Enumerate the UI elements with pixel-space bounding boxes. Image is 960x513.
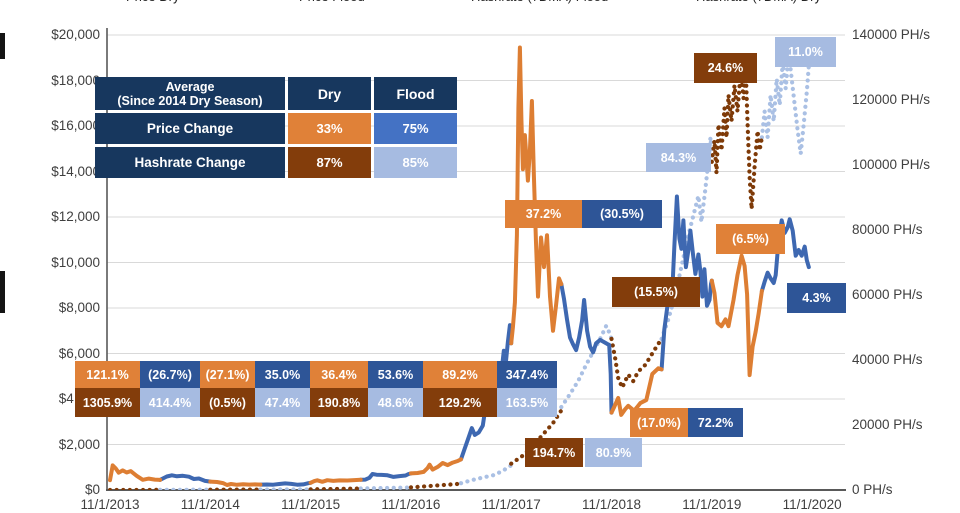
chart-legend: Price Dry Price Flood Hashrate (7DMA) Floo… — [0, 0, 960, 11]
season-price-change-box: 121.1% — [75, 361, 140, 388]
price-axis-tick: $16,000 — [0, 118, 100, 134]
season-hashrate-change-box: 47.4% — [255, 388, 310, 417]
season-hashrate-change-box: 1305.9% — [75, 388, 140, 417]
series-hashrate-flood — [461, 465, 511, 483]
edge-artifact — [0, 271, 5, 313]
hashrate-change-flood-value: 85% — [374, 147, 457, 178]
legend-item-price-dry: Price Dry — [75, 0, 179, 4]
series-hashrate-dry — [712, 66, 762, 209]
season-hashrate-change-box: 414.4% — [140, 388, 200, 417]
series-price-flood — [260, 483, 310, 485]
season-price-change-box: (27.1%) — [200, 361, 255, 388]
season-price-change-box: 53.6% — [368, 361, 423, 388]
price-change-dry-value: 33% — [288, 113, 371, 144]
hashrate-axis-tick: 0 PH/s — [852, 482, 893, 498]
season-hashrate-change-box: 190.8% — [310, 388, 368, 417]
hashrate-axis-tick: 140000 PH/s — [852, 27, 930, 43]
series-price-dry — [110, 465, 160, 480]
average-table: Average (Since 2014 Dry Season) Dry Floo… — [95, 77, 457, 178]
price-axis-tick: $20,000 — [0, 27, 100, 43]
season-hashrate-change-box: 163.5% — [497, 388, 557, 417]
average-table-col-dry: Dry — [288, 77, 371, 110]
price-axis-tick: $12,000 — [0, 209, 100, 225]
price-change-row-label: Price Change — [95, 113, 285, 144]
price-axis-tick: $10,000 — [0, 255, 100, 271]
price-axis-tick: $8,000 — [0, 300, 100, 316]
season-price-change-box: 89.2% — [423, 361, 497, 388]
average-table-title-line2: (Since 2014 Dry Season) — [117, 94, 262, 108]
hashrate-axis-tick: 80000 PH/s — [852, 222, 923, 238]
hashrate-axis-tick: 120000 PH/s — [852, 92, 930, 108]
average-table-title-line1: Average — [166, 80, 215, 94]
series-price-dry — [311, 480, 361, 483]
hashrate-change-row-label: Hashrate Change — [95, 147, 285, 178]
season-change-box: 80.9% — [585, 438, 642, 467]
season-change-box: 84.3% — [646, 143, 711, 172]
season-hashrate-change-box: 129.2% — [423, 388, 497, 417]
season-change-box: 24.6% — [694, 53, 757, 83]
series-price-dry — [411, 459, 461, 473]
date-axis-tick: 11/1/2015 — [269, 497, 353, 513]
hashrate-axis-tick: 20000 PH/s — [852, 417, 923, 433]
season-hashrate-change-box: (0.5%) — [200, 388, 255, 417]
average-table-col-flood: Flood — [374, 77, 457, 110]
season-change-box: 37.2% — [505, 200, 582, 228]
series-price-flood — [361, 473, 411, 479]
date-axis-tick: 11/1/2014 — [168, 497, 252, 513]
date-axis-tick: 11/1/2019 — [670, 497, 754, 513]
date-axis-tick: 11/1/2020 — [770, 497, 854, 513]
price-axis-tick: $0 — [0, 482, 100, 498]
season-price-change-box: 35.0% — [255, 361, 310, 388]
price-axis-tick: $6,000 — [0, 346, 100, 362]
legend-item-price-flood: Price Flood — [248, 0, 365, 4]
series-price-flood — [561, 284, 611, 413]
hashrate-axis-tick: 40000 PH/s — [852, 352, 923, 368]
series-price-dry — [712, 256, 762, 375]
legend-item-hashrate-dry: Hashrate (7DMA) Dry — [645, 0, 821, 4]
series-hashrate-dry — [612, 339, 662, 388]
season-change-box: 194.7% — [525, 438, 583, 467]
season-hashrate-change-box: 48.6% — [368, 388, 423, 417]
series-hashrate-flood — [762, 53, 811, 154]
series-price-flood — [160, 475, 210, 481]
price-axis-tick: $14,000 — [0, 164, 100, 180]
date-axis-tick: 11/1/2013 — [68, 497, 152, 513]
season-price-change-box: 347.4% — [497, 361, 557, 388]
hashrate-change-dry-value: 87% — [288, 147, 371, 178]
season-change-box: (30.5%) — [582, 200, 662, 228]
legend-label: Price Dry — [126, 0, 179, 4]
season-change-box: 4.3% — [787, 283, 846, 313]
season-change-box: 72.2% — [688, 408, 743, 437]
legend-label: Price Flood — [299, 0, 365, 4]
series-hashrate-dry — [411, 484, 461, 488]
season-change-box: (17.0%) — [630, 408, 688, 437]
season-change-box: (15.5%) — [612, 277, 700, 307]
series-price-dry — [511, 48, 561, 344]
price-change-flood-value: 75% — [374, 113, 457, 144]
legend-label: Hashrate (7DMA) Flood — [471, 0, 608, 4]
season-change-box: (6.5%) — [716, 224, 785, 254]
series-price-dry — [210, 482, 260, 485]
season-price-change-box: (26.7%) — [140, 361, 200, 388]
date-axis-tick: 11/1/2016 — [369, 497, 453, 513]
price-axis-tick: $18,000 — [0, 73, 100, 89]
average-table-title: Average (Since 2014 Dry Season) — [95, 77, 285, 110]
legend-item-hashrate-flood: Hashrate (7DMA) Flood — [420, 0, 608, 4]
date-axis-tick: 11/1/2018 — [570, 497, 654, 513]
edge-artifact — [0, 33, 5, 59]
date-axis-tick: 11/1/2017 — [469, 497, 553, 513]
legend-label: Hashrate (7DMA) Dry — [696, 0, 821, 4]
hashrate-axis-tick: 60000 PH/s — [852, 287, 923, 303]
price-axis-tick: $2,000 — [0, 437, 100, 453]
series-hashrate-flood — [361, 488, 411, 489]
hashrate-axis-tick: 100000 PH/s — [852, 157, 930, 173]
season-change-box: 11.0% — [775, 37, 836, 67]
season-price-change-box: 36.4% — [310, 361, 368, 388]
